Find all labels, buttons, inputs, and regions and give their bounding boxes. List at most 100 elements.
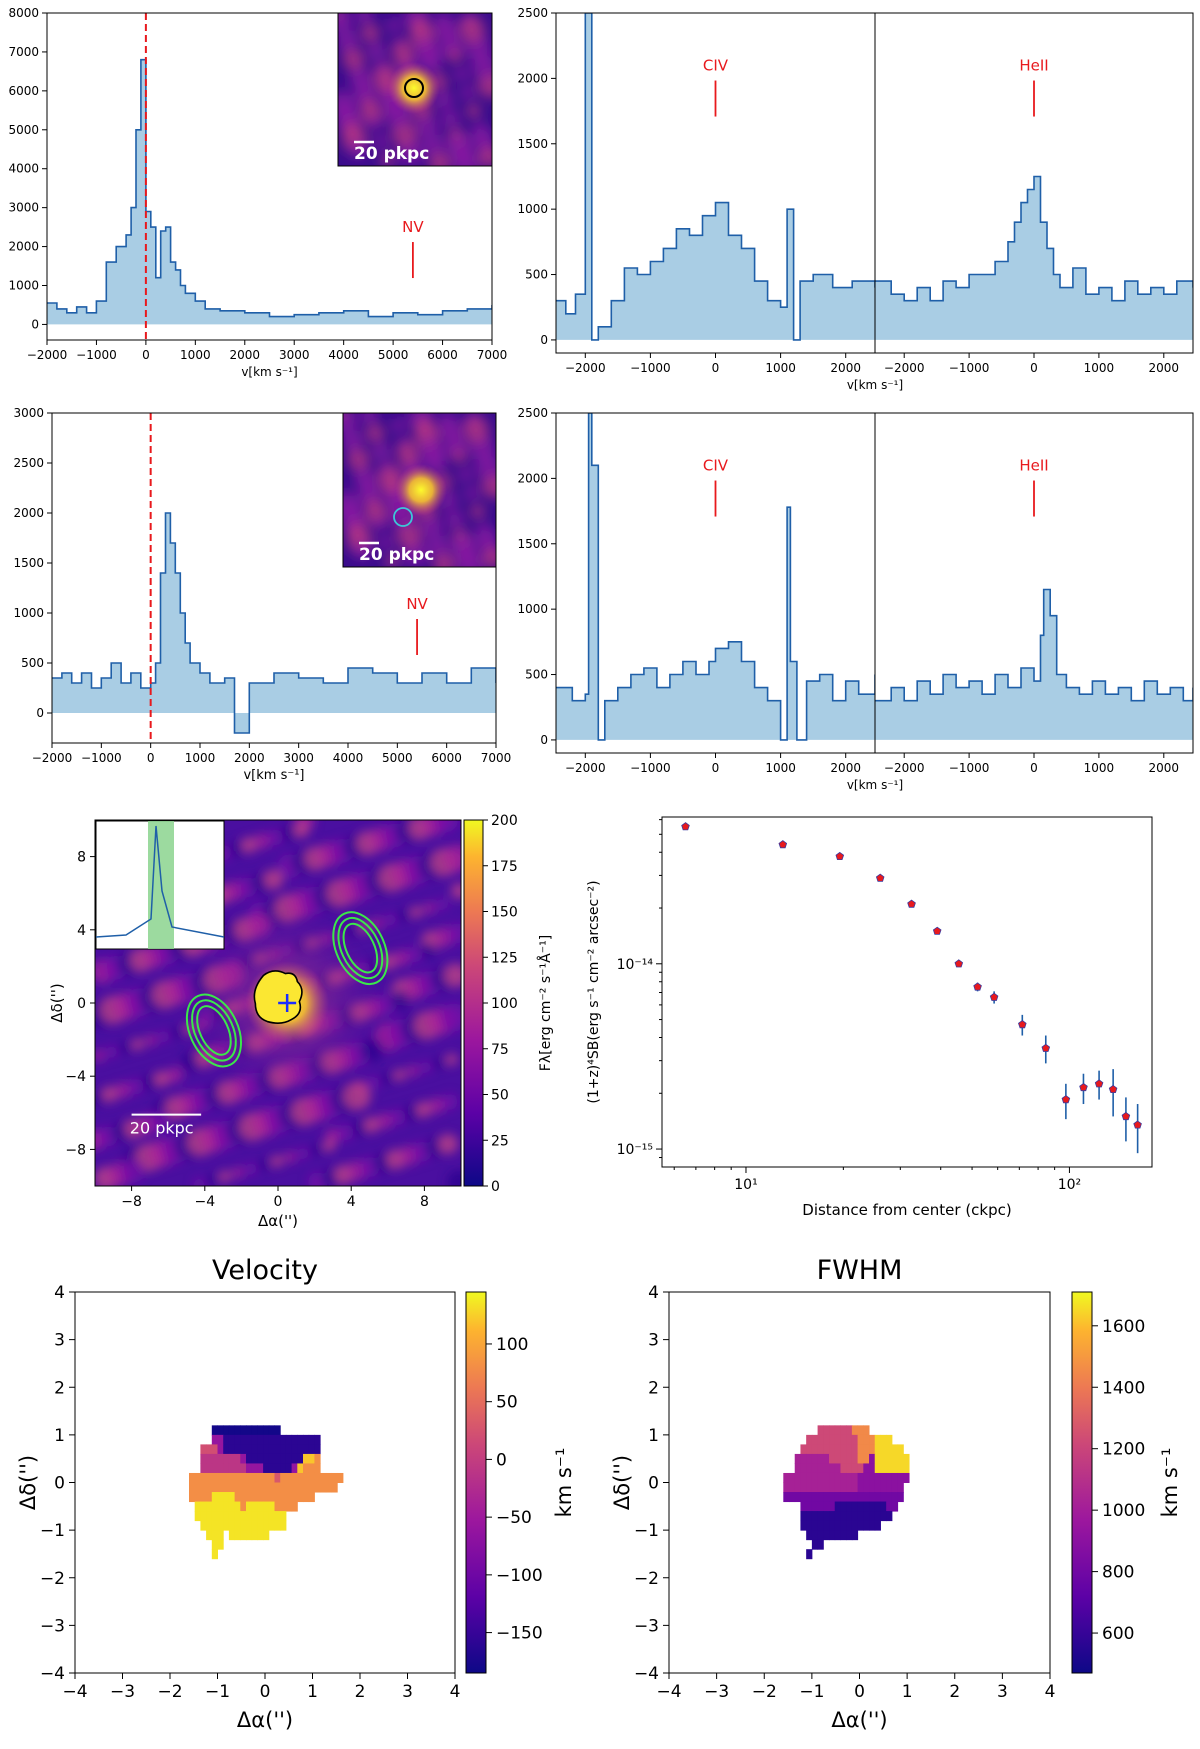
- map-pixel: [268, 1434, 275, 1445]
- x-tick-label: −3: [110, 1682, 135, 1702]
- map-pixel: [846, 1434, 853, 1445]
- x-tick-label: 0: [1030, 761, 1038, 775]
- map-pixel: [257, 1482, 264, 1493]
- map-pixel: [800, 1492, 807, 1503]
- map-pixel: [228, 1472, 236, 1483]
- map-pixel: [806, 1453, 813, 1464]
- x-tick-label: 0: [274, 1194, 283, 1210]
- map-pixel: [834, 1444, 841, 1455]
- map-pixel: [240, 1511, 247, 1522]
- y-tick-label: 1500: [517, 137, 548, 151]
- colorbar-tick-label: 175: [491, 859, 518, 875]
- map-pixel: [337, 1472, 344, 1483]
- map-pixel: [789, 1472, 796, 1483]
- spectrum-line-row2_lya: [52, 512, 496, 734]
- map-pixel: [863, 1453, 870, 1464]
- map-pixel: [223, 1453, 230, 1464]
- y-tick-label: −2: [40, 1569, 65, 1589]
- map-pixel: [834, 1434, 841, 1445]
- map-pixel: [291, 1434, 298, 1445]
- map-pixel: [891, 1492, 899, 1503]
- y-tick-label: 1500: [13, 556, 44, 570]
- map-pixel: [863, 1501, 870, 1512]
- colorbar: [465, 1291, 487, 1674]
- map-pixel: [217, 1472, 224, 1483]
- map-pixel: [263, 1511, 270, 1522]
- x-tick-label: 0: [260, 1682, 271, 1702]
- map-pixel: [800, 1520, 807, 1531]
- map-pixel: [274, 1444, 281, 1455]
- sb-point: [1094, 1079, 1104, 1088]
- line-label-nv: NV: [406, 595, 428, 613]
- map-pixel: [251, 1434, 258, 1445]
- x-tick-label: 1000: [765, 361, 796, 375]
- y-tick-label: 1000: [13, 606, 44, 620]
- inset-frame: [337, 12, 493, 167]
- map-pixel: [234, 1444, 241, 1455]
- map-pixel: [886, 1501, 893, 1512]
- map-pixel: [291, 1444, 298, 1455]
- map-pixel: [863, 1511, 870, 1522]
- map-pixel: [891, 1482, 899, 1493]
- map-pixel: [806, 1511, 813, 1522]
- colorbar-tick-label: −100: [496, 1566, 543, 1586]
- map-pixel: [897, 1492, 904, 1503]
- map-pixel: [240, 1425, 247, 1436]
- map-pixel: [234, 1530, 241, 1541]
- map-pixel: [817, 1482, 824, 1493]
- map-pixel: [874, 1444, 881, 1455]
- x-tick-label: 3000: [279, 348, 310, 362]
- sb-point: [973, 982, 982, 991]
- x-tick-label: −2000: [32, 751, 73, 765]
- y-tick-label: −2: [634, 1569, 659, 1589]
- map-pixel: [274, 1463, 281, 1474]
- map-pixel: [234, 1520, 241, 1531]
- map-pixel: [857, 1472, 864, 1483]
- map-pixel: [840, 1472, 847, 1483]
- map-pixel: [811, 1453, 819, 1464]
- colorbar: [1071, 1291, 1093, 1674]
- map-pixel: [297, 1492, 304, 1503]
- map-pixel: [874, 1492, 881, 1503]
- map-pixel: [851, 1444, 859, 1455]
- spectrum-fill-row2_lya: [52, 513, 496, 733]
- map-pixel: [811, 1520, 819, 1531]
- map-pixel: [297, 1444, 304, 1455]
- map-pixel: [263, 1434, 270, 1445]
- map-pixel: [880, 1434, 887, 1445]
- map-pixel: [257, 1453, 264, 1464]
- map-pixel: [840, 1434, 847, 1445]
- x-tick-label: 0: [1030, 361, 1038, 375]
- aperture-circle: [393, 507, 413, 527]
- map-pixel: [223, 1434, 230, 1445]
- colorbar-tick-label: 150: [491, 905, 518, 921]
- y-tick-label: 2: [648, 1378, 659, 1398]
- narrowband-image: 20 pkpc −8 −8 −4 −4 0 0 4 4 8 8 Δα('') Δδ('') 0 25 50 75…: [48, 813, 554, 1230]
- x-tick-label: 4: [347, 1194, 356, 1210]
- y-tick-label: 3000: [13, 406, 44, 420]
- x-tick-label: 4000: [333, 751, 364, 765]
- map-pixel: [291, 1482, 298, 1493]
- companion-contour-0: [196, 1005, 232, 1056]
- x-tick-label: −2000: [565, 361, 606, 375]
- map-pixel: [234, 1492, 241, 1503]
- y-tick-label: 3: [648, 1331, 659, 1351]
- map-pixel: [274, 1453, 281, 1464]
- map-pixel: [268, 1463, 275, 1474]
- map-pixel: [851, 1520, 859, 1531]
- x-tick-label: 1000: [765, 761, 796, 775]
- scale-bar-label: 20 pkpc: [354, 144, 429, 164]
- map-pixel: [211, 1530, 218, 1541]
- map-pixel: [200, 1482, 207, 1493]
- map-pixel: [806, 1472, 813, 1483]
- colorbar-tick-label: 100: [496, 1335, 528, 1355]
- map-pixel: [200, 1463, 207, 1474]
- map-pixel: [851, 1501, 859, 1512]
- x-axis-label: Δα(''): [258, 1212, 298, 1230]
- x-tick-label: −1000: [949, 761, 990, 775]
- map-pixel: [240, 1482, 247, 1493]
- colorbar-tick-label: 0: [496, 1450, 507, 1470]
- map-pixel: [268, 1492, 275, 1503]
- map-pixel: [280, 1511, 287, 1522]
- x-tick-label: −1: [799, 1682, 824, 1702]
